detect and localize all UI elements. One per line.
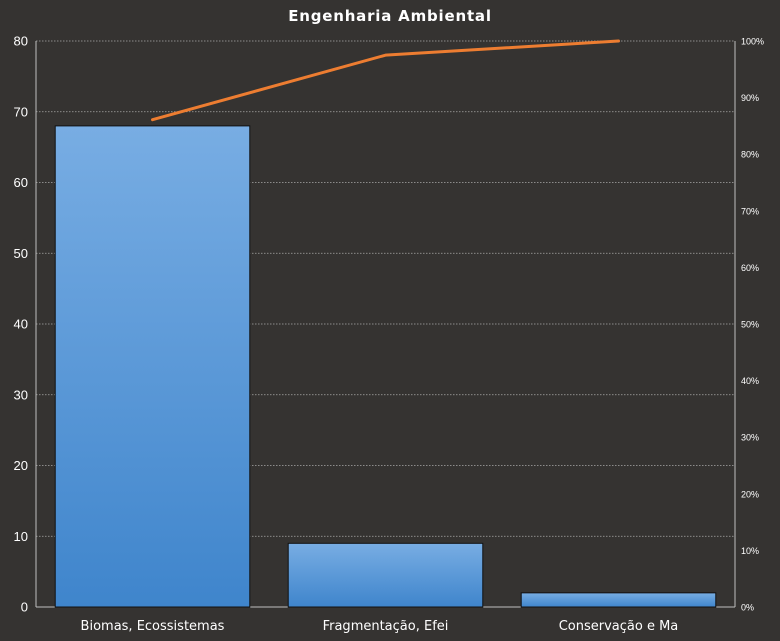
y2-tick-label: 0% [741,603,754,613]
y-tick-label: 20 [14,458,28,473]
y-tick-label: 30 [14,387,28,402]
x-tick-label: Biomas, Ecossistemas [81,619,225,634]
y-tick-label: 10 [14,529,28,544]
y2-tick-label: 100% [741,37,764,47]
y-tick-label: 0 [21,600,28,615]
y-tick-label: 60 [14,175,28,190]
x-tick-label: Conservação e Ma [559,619,679,634]
chart-title: Engenharia Ambiental [288,7,492,25]
y-tick-label: 40 [14,317,28,332]
y-tick-label: 70 [14,104,28,119]
y2-tick-label: 80% [741,150,759,160]
x-tick-label: Fragmentação, Efei [323,619,449,634]
y2-tick-label: 90% [741,93,759,103]
y-tick-label: 50 [14,246,28,261]
y2-tick-label: 20% [741,489,759,499]
bar [520,592,717,608]
cumulative-line [151,39,620,122]
y2-tick-label: 50% [741,320,759,330]
y2-tick-label: 60% [741,263,759,273]
y2-tick-label: 10% [741,546,759,556]
bar [287,542,484,608]
y-tick-label: 80 [14,34,28,49]
bar [54,125,251,608]
y2-tick-label: 70% [741,206,759,216]
y2-tick-label: 30% [741,433,759,443]
y2-tick-label: 40% [741,376,759,386]
